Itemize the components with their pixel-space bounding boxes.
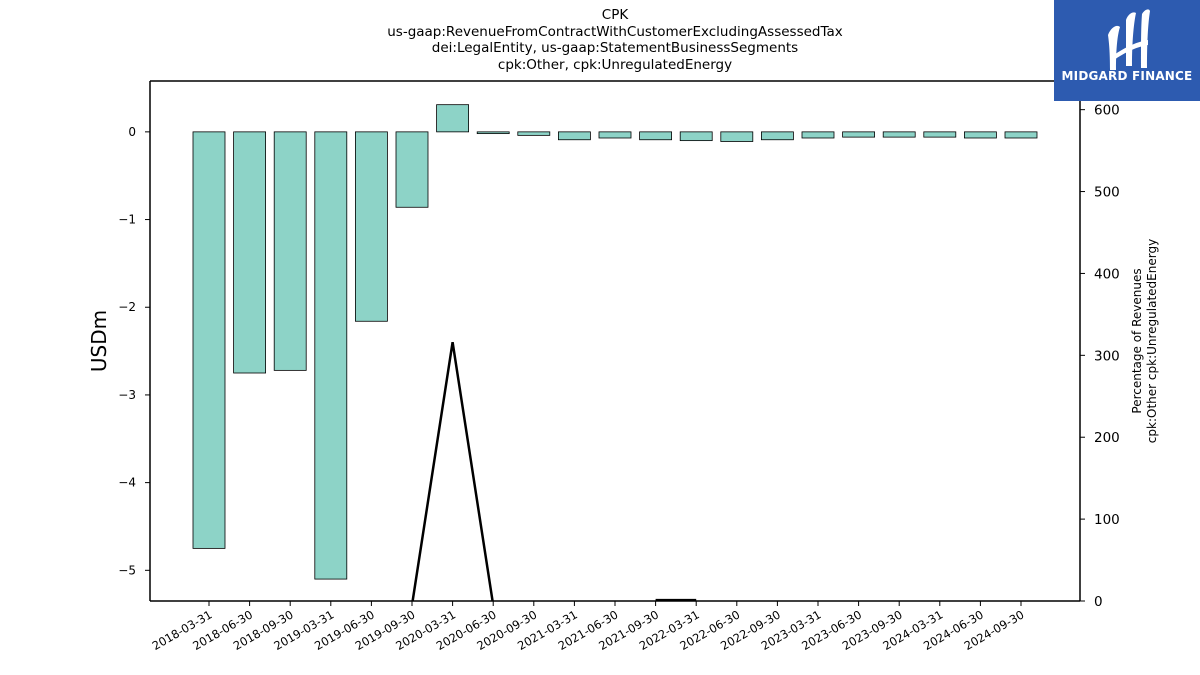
- bar-2018-06-30: [233, 131, 267, 374]
- bar-2020-09-30: [517, 131, 551, 136]
- y-tick-label: −4: [118, 476, 136, 490]
- bar-2018-09-30: [273, 131, 307, 371]
- bar-2022-09-30: [761, 131, 794, 141]
- bar-2022-03-31: [679, 131, 713, 142]
- y-right-axis-label-line: cpk:Other cpk:UnregulatedEnergy: [1145, 239, 1159, 443]
- y-right-tick-label: 200: [1094, 430, 1120, 446]
- bar-2019-03-31: [314, 131, 348, 580]
- logo-mark-icon: [1108, 9, 1150, 71]
- bar-2021-03-31: [558, 131, 591, 141]
- bar-2024-03-31: [923, 131, 957, 138]
- y-right-tick-label: 500: [1094, 185, 1120, 201]
- bar-2021-09-30: [639, 131, 672, 141]
- y-axis-label: USDm: [87, 310, 111, 372]
- bar-2023-06-30: [842, 131, 875, 138]
- bar-2023-09-30: [882, 131, 916, 138]
- bar-2019-09-30: [395, 131, 429, 208]
- midgard-finance-logo: MIDGARD FINANCE: [1054, 0, 1200, 101]
- y-right-tick-label: 300: [1094, 348, 1120, 364]
- y-tick-label: −5: [118, 563, 136, 577]
- bar-2024-09-30: [1004, 131, 1038, 139]
- bar-2023-03-31: [801, 131, 835, 139]
- y-tick-label: −2: [118, 300, 136, 314]
- logo-text: MIDGARD FINANCE: [1061, 69, 1193, 83]
- bar-2021-06-30: [598, 131, 632, 139]
- chart-title-line-1: CPK: [601, 7, 629, 23]
- y-right-tick-label: 400: [1094, 266, 1120, 282]
- y-tick-label: −3: [118, 388, 136, 402]
- bar-2018-03-31: [192, 131, 226, 549]
- bar-2019-06-30: [354, 131, 388, 322]
- y-right-axis-label-line: Percentage of Revenues: [1130, 268, 1144, 413]
- chart-title-line-3: dei:LegalEntity, us-gaap:StatementBusine…: [431, 40, 799, 56]
- chart-title-line-4: cpk:Other, cpk:UnregulatedEnergy: [497, 56, 733, 73]
- y-right-tick-label: 600: [1094, 103, 1120, 119]
- y-tick-label: 0: [128, 125, 136, 139]
- bar-2020-06-30: [476, 131, 510, 135]
- y-tick-label: −1: [118, 213, 136, 227]
- bar-2020-03-31: [436, 104, 470, 133]
- percentage-line-segment-0: [411, 342, 494, 601]
- bar-2022-06-30: [720, 131, 754, 142]
- y-right-tick-label: 0: [1094, 594, 1103, 610]
- y-right-tick-label: 100: [1094, 512, 1120, 528]
- chart-title-line-2: us-gaap:RevenueFromContractWithCustomerE…: [387, 23, 843, 40]
- bar-2024-06-30: [964, 131, 997, 139]
